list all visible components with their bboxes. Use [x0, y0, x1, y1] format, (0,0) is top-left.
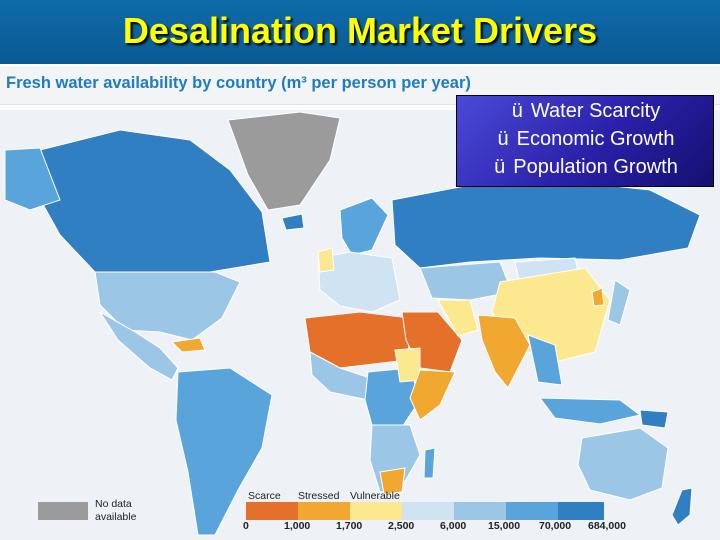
legend-category-scarce: Scarce	[248, 490, 281, 502]
legend-swatch-vulnerable	[350, 502, 402, 520]
region-india	[477, 314, 531, 389]
region-greenland	[227, 111, 341, 211]
legend-swatch-scarce	[246, 502, 298, 520]
map-subtitle: Fresh water availability by country (m³ …	[6, 74, 471, 92]
region-alaska	[4, 147, 61, 211]
region-sudan	[394, 347, 421, 383]
driver-item: ü Economic Growth	[457, 128, 715, 151]
checkmark-icon: ü	[511, 100, 523, 122]
driver-item: ü Water Scarcity	[457, 100, 715, 123]
title-bar: Desalination Market Drivers	[0, 0, 720, 64]
region-japan	[607, 279, 631, 326]
no-data-label: No data available	[95, 498, 155, 524]
legend-swatch-2500-6000	[402, 502, 454, 520]
driver-label: Population Growth	[513, 156, 678, 178]
region-europe	[317, 251, 401, 313]
legend-tick: 1,000	[284, 520, 311, 532]
region-central-asia	[419, 261, 513, 301]
region-mexico	[99, 311, 179, 381]
region-png	[639, 409, 669, 429]
region-korea	[591, 287, 605, 307]
region-se-asia	[527, 334, 563, 386]
region-russia	[391, 179, 701, 269]
legend-swatch-stressed	[298, 502, 350, 520]
legend-swatch-70000-plus	[558, 502, 604, 520]
legend-tick: 1,700	[336, 520, 363, 532]
driver-label: Water Scarcity	[530, 100, 661, 122]
legend-tick: 15,000	[488, 520, 521, 532]
region-scandinavia	[339, 197, 389, 256]
legend-tick: 70,000	[539, 520, 572, 532]
checkmark-icon: ü	[497, 128, 509, 150]
region-indonesia	[538, 397, 642, 425]
region-uk	[317, 247, 335, 273]
driver-item: ü Population Growth	[457, 156, 715, 179]
legend-tick: 6,000	[440, 520, 467, 532]
region-iceland	[281, 213, 305, 231]
legend-swatch-15000-70000	[506, 502, 558, 520]
region-caribbean	[170, 337, 206, 353]
legend-category-stressed: Stressed	[298, 490, 340, 502]
region-new-zealand	[671, 487, 693, 526]
checkmark-icon: ü	[494, 156, 506, 178]
legend-tick: 0	[243, 520, 249, 532]
driver-label: Economic Growth	[516, 128, 675, 150]
legend-tick: 2,500	[388, 520, 415, 532]
drivers-box: ü Water Scarcity ü Economic Growth ü Popula…	[456, 95, 714, 187]
region-south-africa	[379, 467, 406, 495]
region-south-america	[175, 367, 273, 536]
slide-title: Desalination Market Drivers	[122, 10, 598, 51]
region-australia	[577, 427, 669, 501]
no-data-label-line: available	[95, 511, 137, 523]
legend-swatch-6000-15000	[454, 502, 506, 520]
no-data-label-line: No data	[95, 498, 132, 510]
region-canada	[34, 129, 271, 273]
no-data-swatch	[38, 502, 88, 520]
legend-tick: 684,000	[588, 520, 626, 532]
region-horn-africa	[409, 369, 456, 421]
legend-category-vulnerable: Vulnerable	[350, 490, 400, 502]
region-madagascar	[423, 447, 436, 479]
region-iran	[437, 299, 479, 337]
